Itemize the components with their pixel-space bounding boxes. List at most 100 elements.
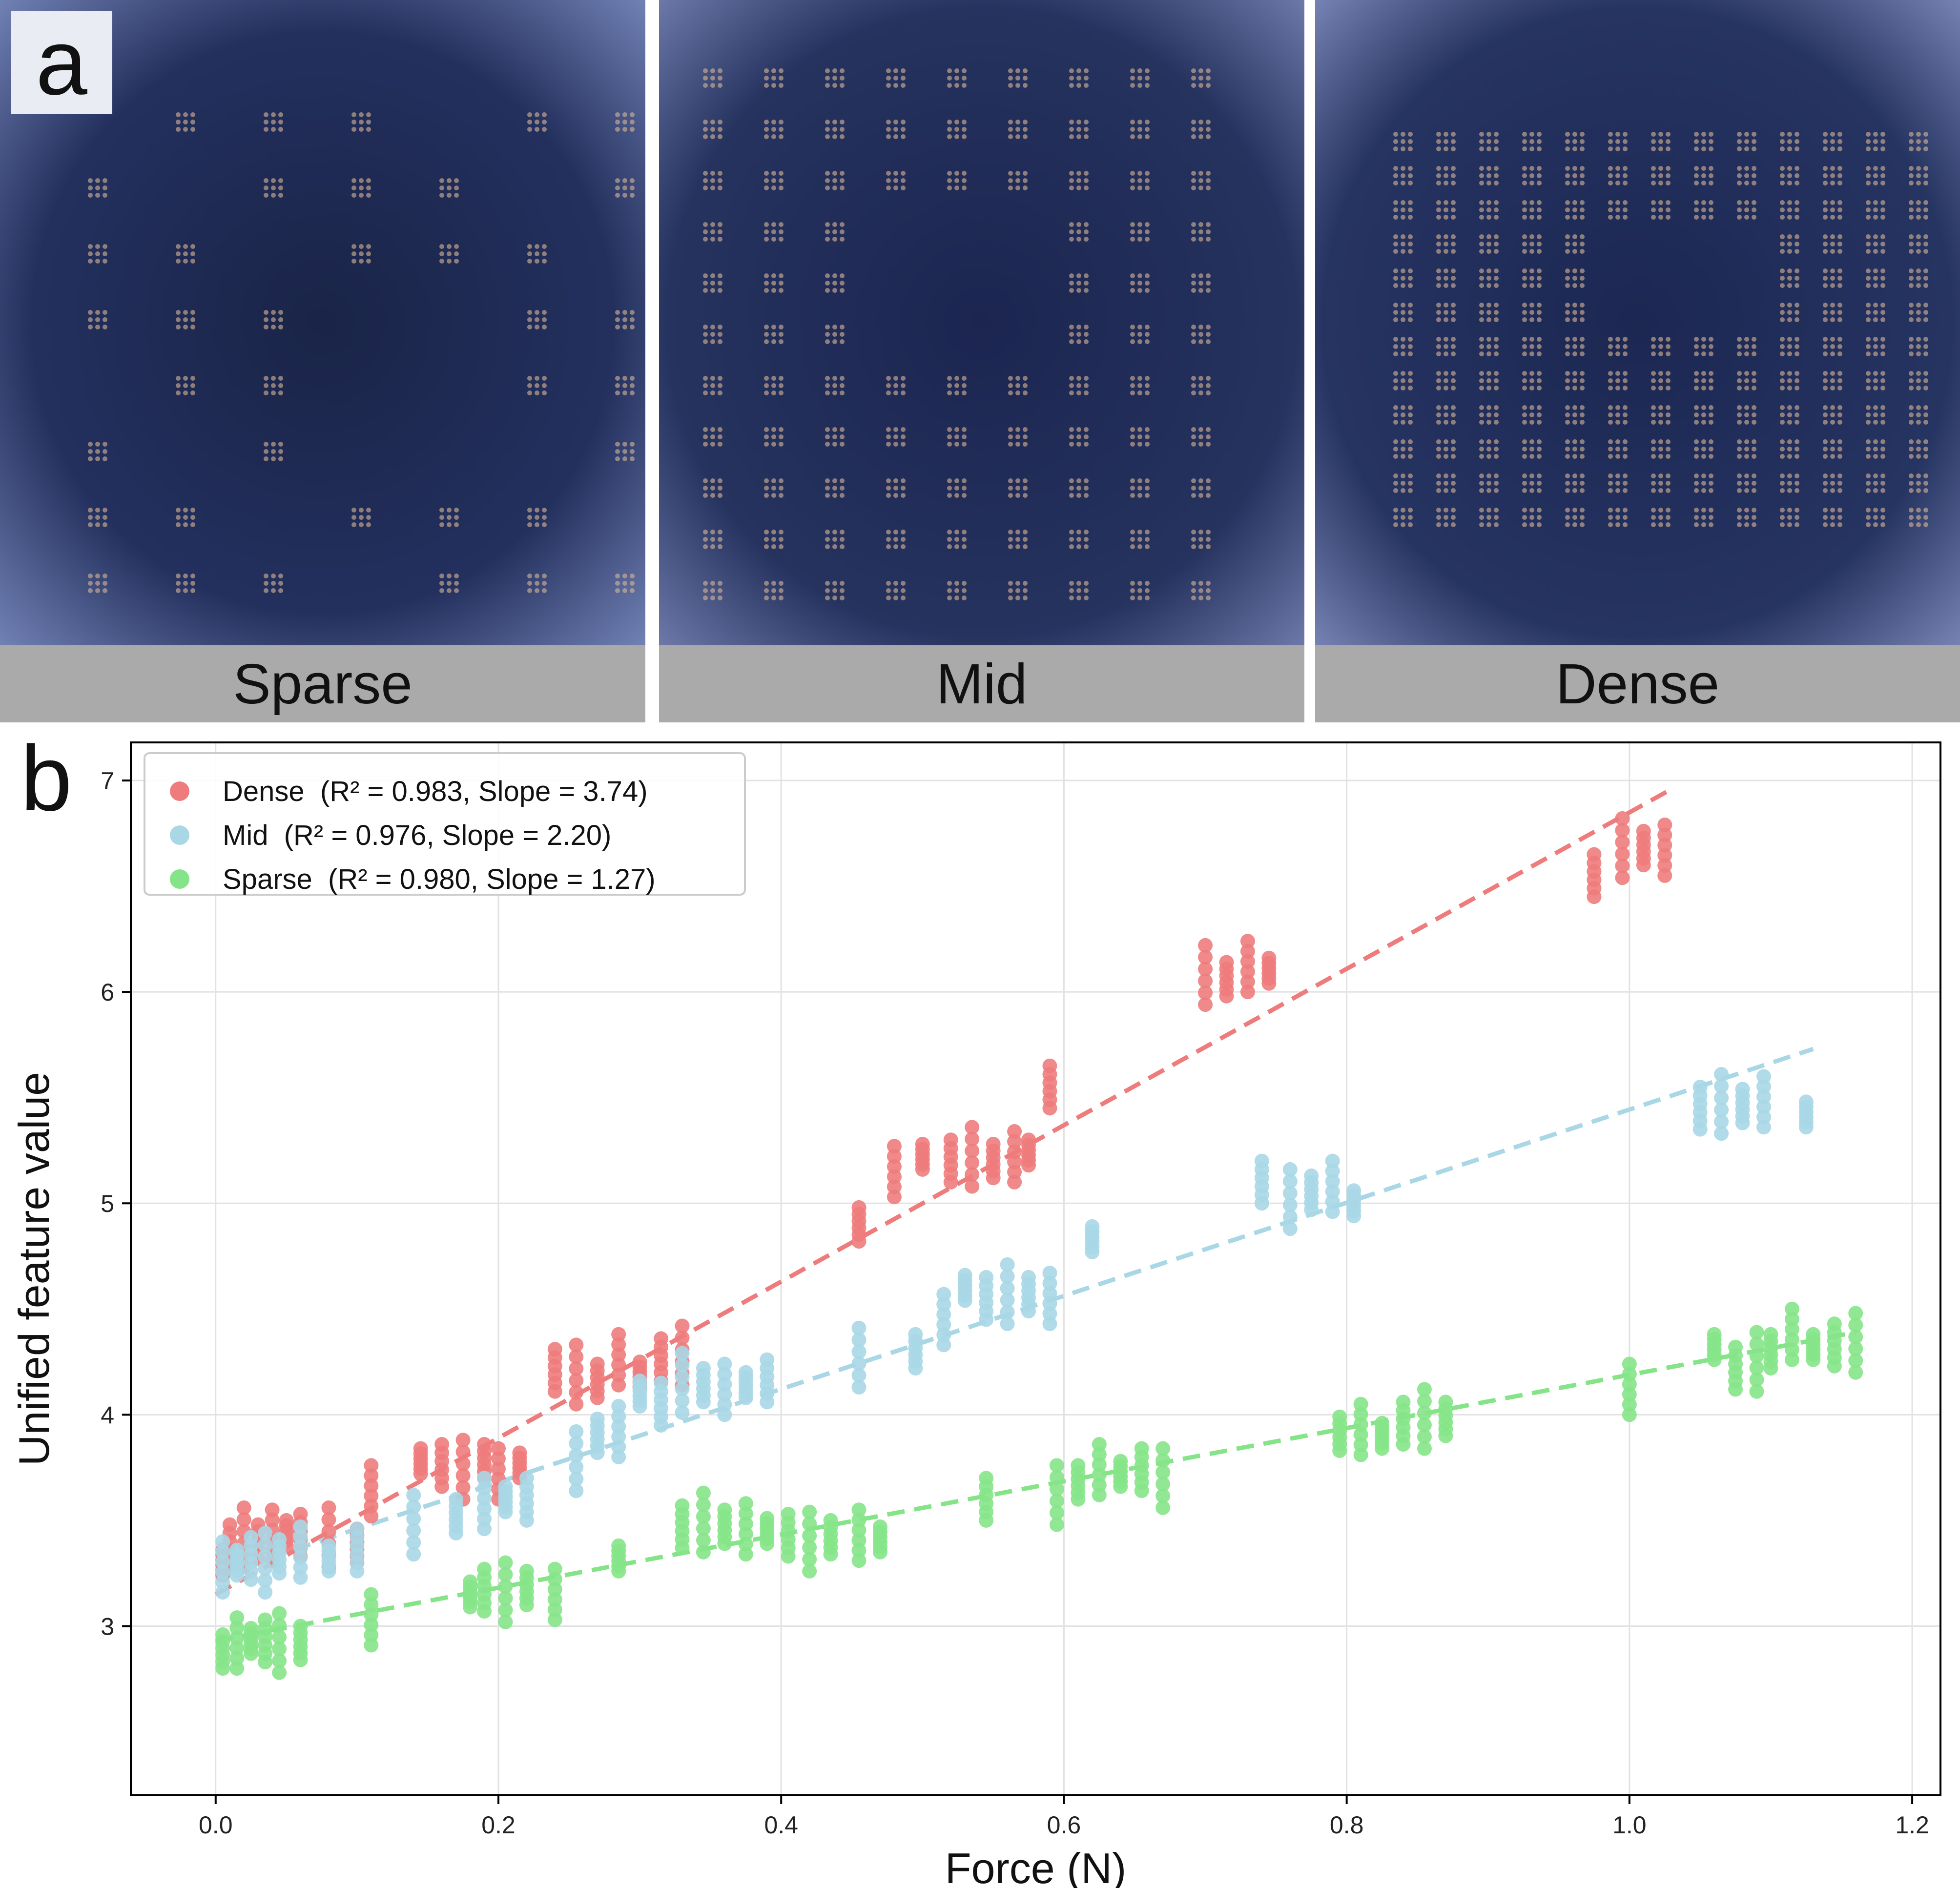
dense-dot-cluster (1393, 303, 1413, 322)
dense-dot-cluster (1479, 405, 1499, 425)
dense-dot-cluster (1694, 405, 1713, 425)
sparse-point (1827, 1316, 1842, 1332)
mid-dot-cluster (1191, 171, 1211, 190)
sparse-point-cluster (364, 1587, 379, 1653)
mid-dot-cluster (1069, 376, 1089, 395)
mid-dot-cluster (1191, 222, 1211, 242)
mid-dot-cluster (947, 581, 967, 600)
sparse-point (738, 1537, 753, 1552)
sparse-point (1155, 1500, 1171, 1515)
sparse-point-cluster (1049, 1458, 1064, 1532)
mid-dot-cluster (947, 530, 967, 549)
mid-point (1346, 1183, 1362, 1198)
sparse-dot-cluster (527, 310, 547, 329)
sparse-dot-cluster (176, 574, 195, 593)
mid-point-cluster (1714, 1067, 1729, 1141)
sparse-point (1092, 1478, 1107, 1493)
mid-point (654, 1375, 669, 1391)
mid-point (258, 1525, 273, 1540)
mid-point (1714, 1126, 1729, 1141)
mid-point-cluster (1000, 1257, 1015, 1332)
mid-point-cluster (321, 1538, 336, 1579)
sparse-point-cluster (1396, 1395, 1411, 1452)
sparse-point (738, 1547, 753, 1562)
mid-point (675, 1393, 690, 1408)
mid-point-cluster (498, 1479, 513, 1519)
mid-point (717, 1387, 732, 1402)
mid-dot-cluster (947, 478, 967, 498)
dense-dot-cluster (1823, 200, 1842, 220)
dense-dot-cluster (1608, 473, 1628, 493)
mid-dot-cluster (825, 325, 845, 344)
mid-point (258, 1549, 273, 1564)
sparse-dot-cluster (527, 508, 547, 527)
mid-point-cluster (611, 1399, 626, 1464)
sparse-point (1353, 1447, 1368, 1462)
mid-dot-cluster (764, 325, 784, 344)
dense-dot-cluster (1694, 473, 1713, 493)
dense-dot-cluster (1565, 371, 1585, 390)
dense-dot-cluster (1737, 405, 1756, 425)
dense-dot-cluster (1565, 337, 1585, 356)
dense-point (1240, 964, 1255, 979)
sparse-point (851, 1553, 867, 1568)
dense-point (1657, 848, 1672, 863)
dense-dot-cluster (1866, 473, 1885, 493)
sparse-point (1622, 1387, 1637, 1402)
sparse-point (1806, 1327, 1821, 1342)
dense-point (222, 1517, 237, 1532)
mid-dot-cluster (825, 376, 845, 395)
sparse-point (717, 1502, 732, 1518)
mid-point (936, 1327, 951, 1342)
sparse-dot-cluster (176, 508, 195, 527)
mid-dot-cluster (764, 273, 784, 293)
mid-dot-cluster (703, 222, 722, 242)
legend-marker-mid (170, 825, 189, 845)
mid-dot-cluster (886, 478, 906, 498)
sparse-point (1784, 1322, 1799, 1337)
dense-point-cluster (569, 1337, 584, 1412)
sparse-point (802, 1563, 817, 1579)
dense-dot-cluster (1565, 473, 1585, 493)
mid-point (406, 1535, 421, 1550)
mid-dot-cluster (1008, 530, 1028, 549)
dense-dot-cluster (1565, 166, 1585, 185)
dense-dot-cluster (1780, 473, 1799, 493)
fit-line-dense (214, 787, 1673, 1597)
dense-dot-cluster (1780, 166, 1799, 185)
mid-point (1000, 1257, 1015, 1272)
sparse-point (364, 1617, 379, 1632)
dense-point-cluster (547, 1342, 562, 1399)
sparse-point (1784, 1312, 1799, 1327)
dense-dot-cluster (1479, 132, 1499, 151)
sparse-point (851, 1513, 867, 1528)
mid-point-cluster (979, 1270, 994, 1327)
sparse-point (547, 1602, 562, 1617)
sparse-point (802, 1516, 817, 1531)
dense-point (1240, 944, 1255, 959)
sparse-point (1092, 1447, 1107, 1462)
dense-dot-cluster (1866, 439, 1885, 459)
sparse-point (1049, 1505, 1064, 1520)
mid-point (760, 1352, 775, 1367)
mid-dot-cluster (703, 530, 722, 549)
mid-point (1325, 1204, 1340, 1219)
mid-dot-cluster (947, 120, 967, 139)
dense-point (569, 1349, 584, 1364)
dense-dot-cluster (1737, 132, 1756, 151)
sparse-dot-cluster (176, 376, 195, 395)
dense-dot-cluster (1651, 166, 1671, 185)
dense-dot-cluster (1694, 439, 1713, 459)
sparse-point-cluster (1763, 1327, 1778, 1376)
sparse-point-cluster (477, 1561, 492, 1619)
mid-point (569, 1424, 584, 1439)
sparse-point (229, 1620, 245, 1635)
mid-point (406, 1523, 421, 1538)
dense-point (236, 1500, 251, 1515)
mid-point-cluster (1735, 1082, 1750, 1130)
mid-dot-cluster (1130, 376, 1150, 395)
dense-point (1615, 870, 1630, 885)
mid-point (908, 1327, 923, 1342)
y-tick-label: 7 (101, 767, 114, 795)
mid-point (1282, 1209, 1298, 1224)
